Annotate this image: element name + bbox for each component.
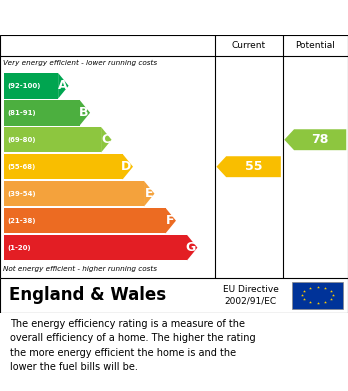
Bar [4, 154, 122, 179]
Text: 78: 78 [311, 133, 329, 146]
Text: (55-68): (55-68) [8, 164, 36, 170]
Bar [4, 73, 58, 99]
Text: England & Wales: England & Wales [9, 286, 166, 304]
Polygon shape [187, 235, 197, 260]
Text: (39-54): (39-54) [8, 191, 36, 197]
Bar [4, 100, 80, 126]
Polygon shape [216, 156, 281, 177]
Polygon shape [101, 127, 111, 152]
Text: C: C [101, 133, 110, 146]
Text: (21-38): (21-38) [8, 218, 36, 224]
Bar [4, 235, 187, 260]
Polygon shape [80, 100, 90, 126]
Polygon shape [144, 181, 155, 206]
Text: (81-91): (81-91) [8, 110, 36, 116]
Text: E: E [144, 187, 153, 200]
Bar [292, 282, 343, 308]
Polygon shape [122, 154, 133, 179]
Text: F: F [166, 214, 175, 227]
Text: (1-20): (1-20) [8, 245, 31, 251]
Bar [4, 208, 166, 233]
Text: 55: 55 [245, 160, 262, 173]
Text: (92-100): (92-100) [8, 83, 41, 89]
Bar [4, 127, 101, 152]
Text: G: G [186, 241, 196, 254]
Text: A: A [57, 79, 67, 92]
Polygon shape [166, 208, 176, 233]
Text: EU Directive
2002/91/EC: EU Directive 2002/91/EC [223, 285, 278, 306]
Text: (69-80): (69-80) [8, 137, 36, 143]
Text: Not energy efficient - higher running costs: Not energy efficient - higher running co… [3, 265, 158, 272]
Text: The energy efficiency rating is a measure of the
overall efficiency of a home. T: The energy efficiency rating is a measur… [10, 319, 256, 372]
Text: Very energy efficient - lower running costs: Very energy efficient - lower running co… [3, 60, 158, 66]
Bar [4, 181, 144, 206]
Text: B: B [79, 106, 89, 119]
Text: Current: Current [231, 41, 266, 50]
Polygon shape [58, 73, 69, 99]
Text: Energy Efficiency Rating: Energy Efficiency Rating [9, 10, 219, 25]
Text: D: D [121, 160, 132, 173]
Text: Potential: Potential [295, 41, 335, 50]
Polygon shape [284, 129, 346, 150]
